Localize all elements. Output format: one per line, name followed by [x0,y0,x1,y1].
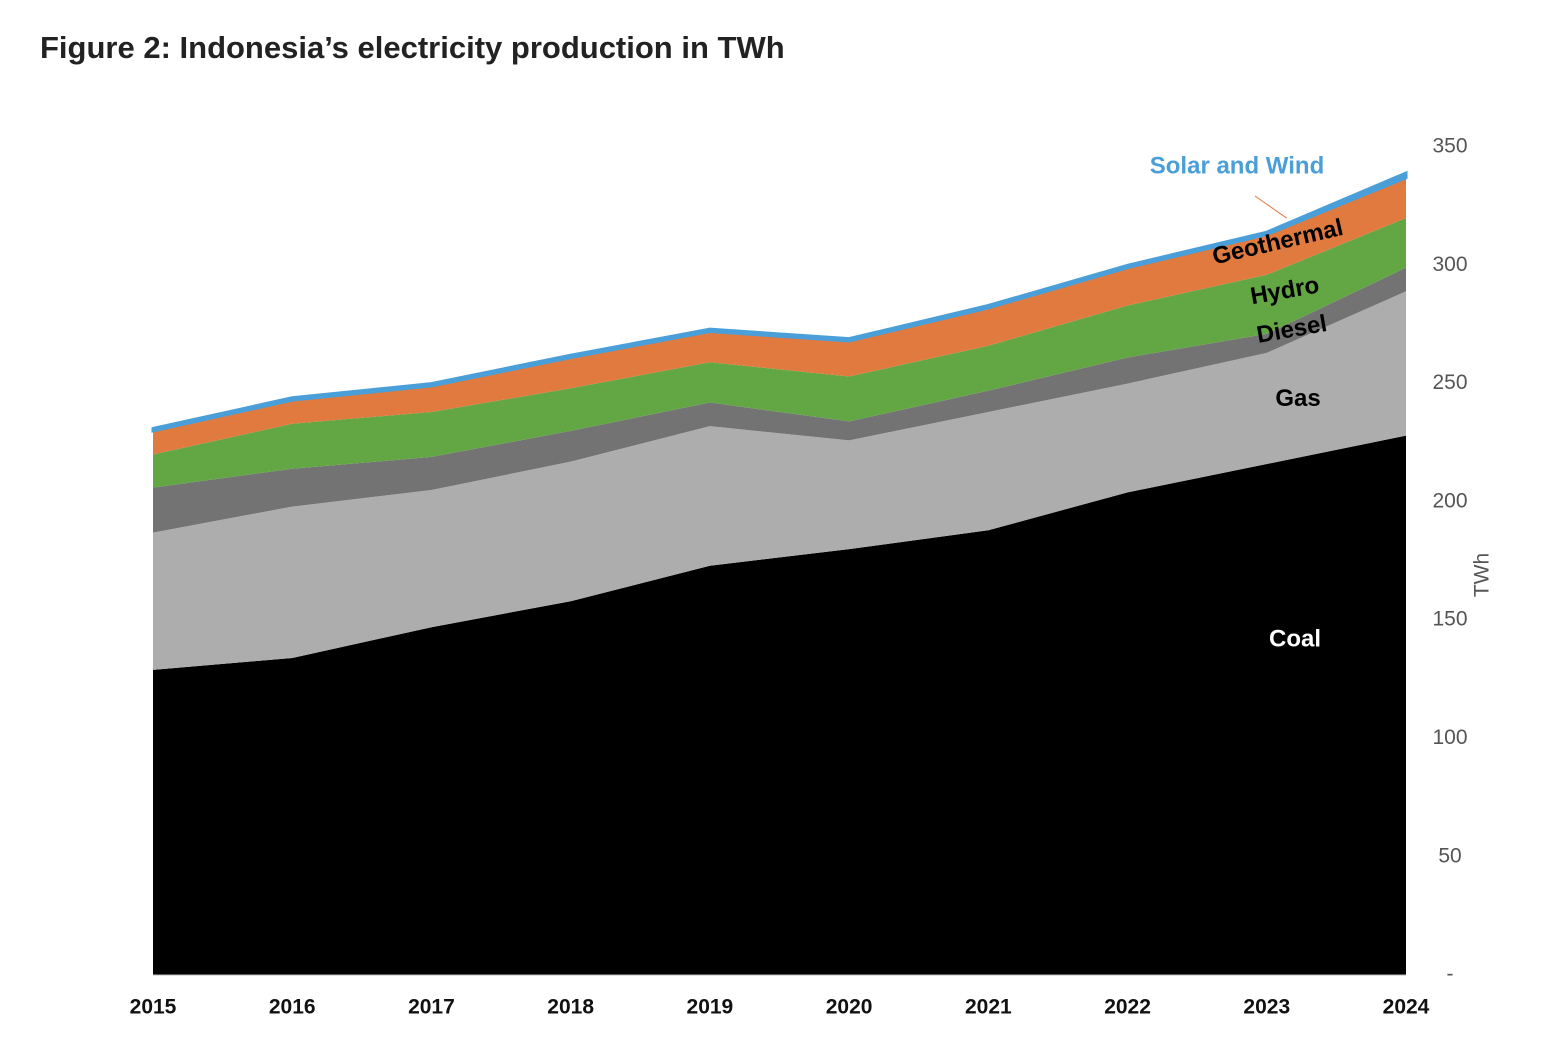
x-tick-label: 2019 [687,996,734,1019]
y-tick-label: 350 [1432,135,1467,158]
x-tick-label: 2022 [1104,996,1151,1019]
area [151,170,1408,433]
area [153,435,1406,975]
y-tick-label: 200 [1432,489,1467,512]
y-tick-label: 50 [1438,844,1461,867]
leader-line [1254,195,1288,219]
x-tick-label: 2018 [547,996,594,1019]
x-tick-label: 2017 [408,996,455,1019]
x-tick-label: 2015 [130,996,177,1019]
y-tick-label: 100 [1432,726,1467,749]
y-tick-label: 300 [1432,253,1467,276]
x-tick-label: 2023 [1243,996,1290,1019]
area [153,217,1406,488]
x-tick-label: 2021 [965,996,1012,1019]
series-label: Solar and Wind [1150,152,1324,179]
x-tick-label: 2020 [826,996,873,1019]
area [153,267,1406,533]
y-axis-label: TWh [1471,553,1494,597]
chart-title: Figure 2: Indonesia’s electricity produc… [40,30,785,65]
y-tick-label: - [1447,963,1454,986]
series-label: Gas [1275,385,1320,412]
y-tick-label: 150 [1432,608,1467,631]
series-label: Coal [1269,625,1321,652]
x-tick-label: 2016 [269,996,316,1019]
area [153,291,1406,670]
y-tick-label: 250 [1432,371,1467,394]
x-tick-label: 2024 [1383,996,1430,1019]
area [153,177,1406,455]
